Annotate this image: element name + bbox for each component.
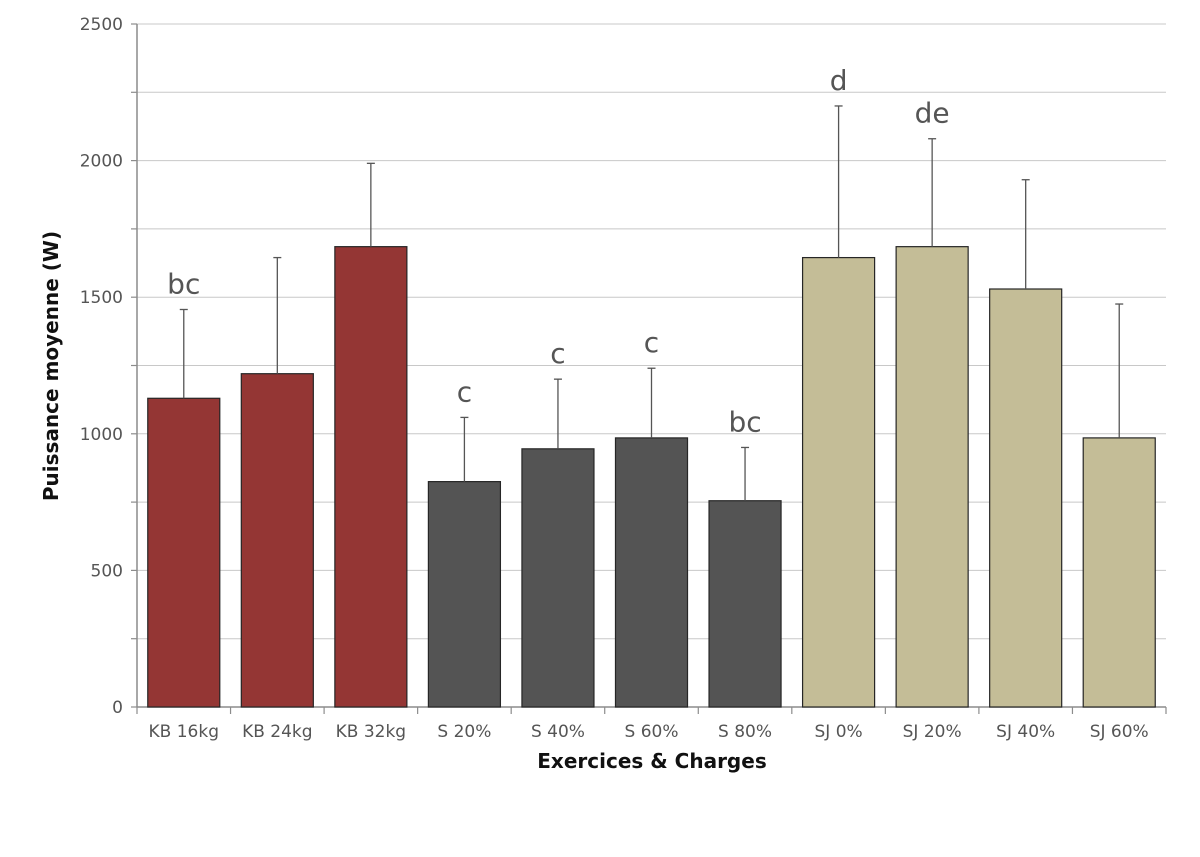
x-tick-label: SJ 0% [814,722,862,742]
bar-kb-32kg [334,246,408,708]
bar-s-60- [614,437,689,708]
bar-kb-16kg [147,397,221,708]
significance-label: c [644,326,659,359]
significance-label: bc [728,405,761,438]
bar-s-80- [708,500,782,708]
bar-sj-20- [895,246,969,708]
x-tick-labels: KB 16kg KB 24kg KB 32kg S 20% S 40% S 60% S 80… [149,722,1149,742]
significance-label: c [457,375,472,408]
x-axis-title: Exercices & Charges [537,749,766,773]
x-tick-label: KB 16kg [149,722,219,742]
x-tick-label: S 40% [531,722,585,742]
bar-sj-60- [1082,437,1156,708]
significance-label: de [915,97,950,130]
x-tick-label: S 60% [625,722,679,742]
bar-sj-40- [989,288,1063,708]
significance-label: bc [167,267,200,300]
y-tick-label: 1000 [80,425,123,445]
y-tick-label: 0 [112,698,123,718]
y-tick-labels: 0 500 1000 1500 2000 2500 [80,15,123,718]
x-tick-label: KB 24kg [242,722,312,742]
bars [147,246,1156,708]
significance-label: d [830,64,848,97]
y-tick-label: 2500 [80,15,123,35]
bar-s-40- [521,448,595,708]
bar-kb-24kg [240,373,314,708]
x-tick-label: KB 32kg [336,722,406,742]
bar-s-20- [427,481,502,708]
x-tick-label: SJ 60% [1090,722,1149,742]
annotations: bc c c c bc d de [167,64,950,438]
y-tick-label: 500 [91,561,123,581]
y-tick-label: 2000 [80,152,123,172]
significance-label: c [550,337,565,370]
error-bars [179,105,1124,501]
x-tick-label: SJ 40% [996,722,1055,742]
y-axis-title: Puissance moyenne (W) [39,231,63,501]
y-tick-label: 1500 [80,288,123,308]
x-tick-label: SJ 20% [903,722,962,742]
x-tick-label: S 20% [437,722,491,742]
x-tick-label: S 80% [718,722,772,742]
bar-sj-0- [801,256,876,708]
